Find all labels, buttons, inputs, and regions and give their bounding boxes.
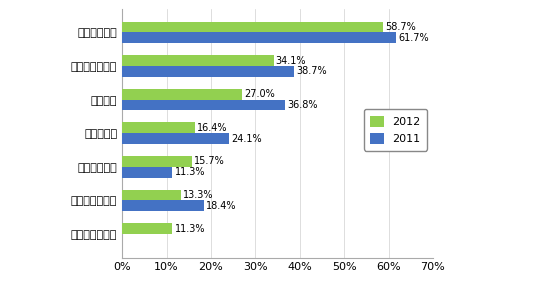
Bar [122, 133, 229, 144]
Text: 15.7%: 15.7% [194, 156, 225, 166]
Legend: 2012, 2011: 2012, 2011 [364, 109, 427, 151]
Bar [122, 167, 172, 178]
Text: 11.3%: 11.3% [174, 223, 205, 234]
Text: 61.7%: 61.7% [398, 33, 429, 43]
Text: 24.1%: 24.1% [231, 133, 262, 144]
Bar [122, 89, 242, 99]
Text: 27.0%: 27.0% [244, 89, 275, 99]
Text: 58.7%: 58.7% [385, 22, 416, 32]
Text: 11.3%: 11.3% [174, 167, 205, 177]
Bar [122, 123, 195, 133]
Bar [122, 22, 383, 32]
Text: 16.4%: 16.4% [197, 123, 228, 133]
Bar [122, 32, 396, 43]
Text: 34.1%: 34.1% [276, 56, 306, 66]
Bar [122, 200, 204, 211]
Text: 38.7%: 38.7% [296, 66, 327, 76]
Bar [122, 156, 192, 167]
Bar [122, 66, 294, 77]
Bar [122, 190, 181, 200]
Text: 18.4%: 18.4% [206, 201, 236, 211]
Text: 13.3%: 13.3% [183, 190, 214, 200]
Bar [122, 223, 172, 234]
Text: 36.8%: 36.8% [287, 100, 318, 110]
Bar [122, 55, 274, 66]
Bar [122, 99, 285, 110]
